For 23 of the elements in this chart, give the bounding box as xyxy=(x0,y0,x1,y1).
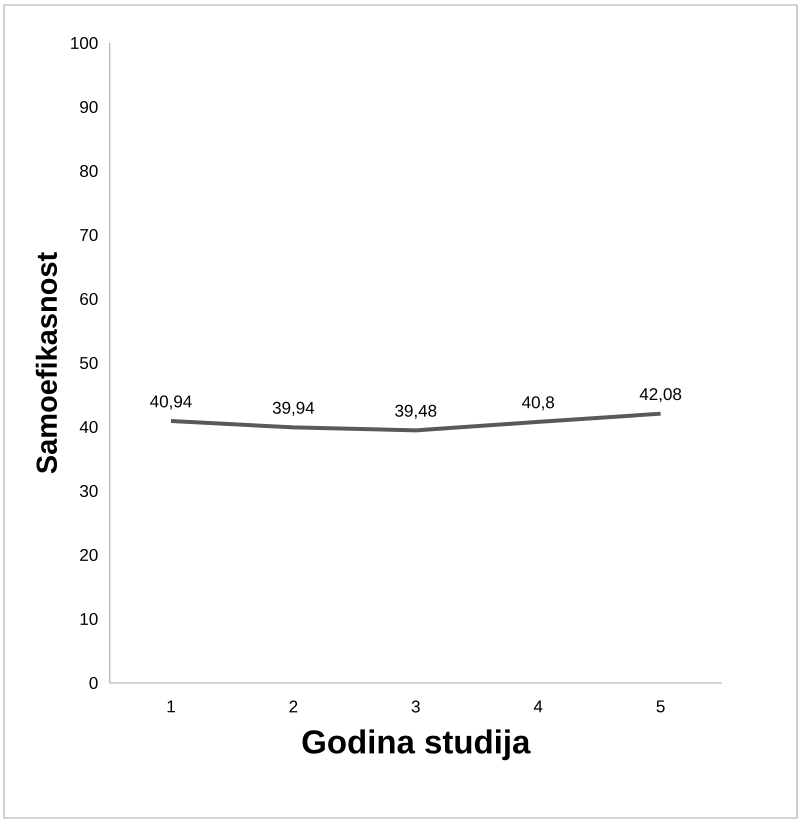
y-tick-label: 0 xyxy=(89,676,98,690)
y-tick-label: 70 xyxy=(80,228,98,242)
y-tick-label: 80 xyxy=(80,164,98,178)
data-label: 39,48 xyxy=(395,404,436,419)
data-label: 39,94 xyxy=(272,402,314,416)
data-label: 40,8 xyxy=(522,396,554,410)
x-tick-label: 3 xyxy=(412,700,420,713)
x-axis-title: Godina studija xyxy=(302,729,531,760)
y-tick-label: 60 xyxy=(80,292,98,306)
data-label: 40,94 xyxy=(150,395,192,410)
x-tick-label: 5 xyxy=(656,700,665,712)
y-tick-label: 10 xyxy=(80,612,98,626)
data-label: 42,08 xyxy=(640,388,682,402)
x-tick-label: 1 xyxy=(168,700,175,712)
y-tick-label: 40 xyxy=(80,420,98,434)
y-tick-label: 20 xyxy=(80,548,98,562)
x-tick-label: 4 xyxy=(534,700,542,712)
x-tick-label: 2 xyxy=(290,700,298,712)
y-axis-title: Samoefikasnost xyxy=(36,252,58,474)
y-tick-label: 50 xyxy=(80,356,98,370)
y-tick-label: 30 xyxy=(80,484,98,498)
y-tick-label: 100 xyxy=(71,36,98,50)
y-tick-label: 90 xyxy=(80,100,98,114)
